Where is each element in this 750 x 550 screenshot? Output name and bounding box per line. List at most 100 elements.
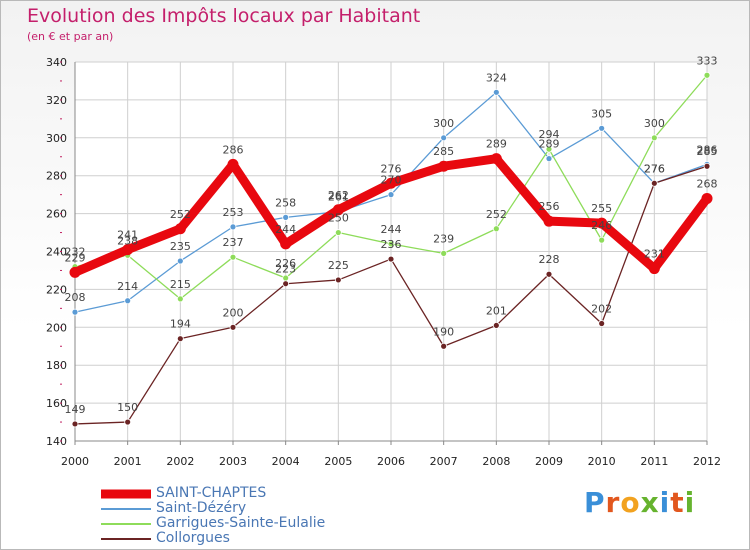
data-point [69, 266, 81, 278]
data-label: 214 [117, 280, 138, 293]
data-label: 253 [223, 206, 244, 219]
y-tick-label: 240 [46, 246, 67, 259]
y-tick-label: 260 [46, 208, 67, 221]
data-label: 229 [65, 251, 86, 264]
data-label: 285 [433, 145, 454, 158]
data-label: 270 [381, 174, 402, 187]
data-label: 201 [486, 304, 507, 317]
legend-swatch [101, 522, 151, 525]
data-label: 232 [65, 246, 86, 259]
data-label: 276 [644, 162, 665, 175]
legend-item: Saint-Dézéry [101, 500, 401, 516]
data-point [438, 160, 450, 172]
y-tick-label: 160 [46, 397, 67, 410]
data-label: 150 [117, 401, 138, 414]
data-point [334, 229, 342, 236]
y-tick-label: 180 [46, 359, 67, 372]
data-point [334, 276, 342, 284]
data-label: 286 [697, 143, 718, 156]
data-point [176, 335, 184, 343]
legend-label: Collorgues [156, 530, 230, 546]
data-label: 194 [170, 318, 191, 331]
data-point [282, 213, 290, 221]
data-label: 285 [697, 145, 718, 158]
data-point [122, 244, 134, 256]
data-label: 202 [591, 303, 612, 316]
data-label: 246 [591, 219, 612, 232]
x-tick-label: 2003 [219, 455, 247, 468]
x-tick-label: 2012 [693, 455, 721, 468]
x-tick-label: 2000 [61, 455, 89, 468]
x-tick-label: 2011 [640, 455, 668, 468]
data-label: 300 [644, 117, 665, 130]
logo-letter: i [684, 486, 696, 519]
x-tick-label: 2007 [430, 455, 458, 468]
data-label: 305 [591, 107, 612, 120]
x-tick-label: 2001 [114, 455, 142, 468]
legend-item: SAINT-CHAPTES [101, 485, 401, 501]
data-point [701, 192, 713, 204]
legend-item: Collorgues [101, 530, 401, 546]
chart-title: Evolution des Impôts locaux par Habitant [27, 5, 421, 27]
data-label: 286 [223, 143, 244, 156]
data-point [440, 249, 448, 257]
data-point [71, 308, 79, 316]
data-point [492, 225, 500, 233]
chart-subtitle: (en € et par an) [27, 30, 114, 43]
data-point [229, 223, 237, 231]
data-label: 236 [381, 238, 402, 251]
data-label: 268 [697, 177, 718, 190]
legend-label: Saint-Dézéry [156, 500, 247, 516]
y-tick-label: 280 [46, 170, 67, 183]
logo-letter: r [605, 486, 621, 519]
data-point [229, 323, 237, 331]
data-label: 252 [486, 208, 507, 221]
data-label: 223 [275, 263, 296, 276]
data-label: 300 [433, 117, 454, 130]
data-point [124, 418, 132, 426]
data-label: 289 [539, 138, 560, 151]
data-point [703, 162, 711, 170]
data-point [124, 297, 132, 305]
data-label: 244 [275, 223, 296, 236]
data-label: 258 [275, 196, 296, 209]
data-point [492, 322, 500, 329]
data-label: 241 [117, 229, 138, 242]
data-point [440, 134, 448, 142]
legend-label: Garrigues-Sainte-Eulalie [156, 515, 326, 531]
data-label: 200 [223, 306, 244, 319]
x-tick-label: 2006 [377, 455, 405, 468]
legend-swatch [101, 507, 151, 510]
logo-letter: i [659, 486, 671, 519]
x-tick-label: 2010 [588, 455, 616, 468]
data-point [490, 153, 502, 165]
data-label: 276 [381, 162, 402, 175]
data-label: 250 [328, 212, 349, 225]
data-label: 252 [170, 208, 191, 221]
legend-label: SAINT-CHAPTES [156, 485, 267, 501]
y-tick-label: 220 [46, 283, 67, 296]
data-point [280, 238, 292, 250]
data-label: 215 [170, 278, 191, 291]
data-label: 294 [539, 128, 560, 141]
data-label: 235 [170, 240, 191, 253]
data-point [598, 124, 606, 132]
data-point [492, 88, 500, 96]
data-point [176, 257, 184, 265]
data-point [227, 158, 239, 170]
data-point [545, 145, 553, 153]
data-point [229, 253, 237, 261]
data-label: 261 [328, 191, 349, 204]
data-point [387, 240, 395, 248]
data-label: 333 [697, 54, 718, 67]
y-tick-label: 200 [46, 321, 67, 334]
data-label: 228 [539, 253, 560, 266]
data-point [387, 255, 395, 263]
data-label: 231 [644, 248, 665, 261]
data-point [282, 280, 290, 288]
data-label: 276 [644, 162, 665, 175]
y-tick-label: 320 [46, 94, 67, 107]
y-tick-label: 140 [46, 435, 67, 448]
data-point [385, 177, 397, 189]
